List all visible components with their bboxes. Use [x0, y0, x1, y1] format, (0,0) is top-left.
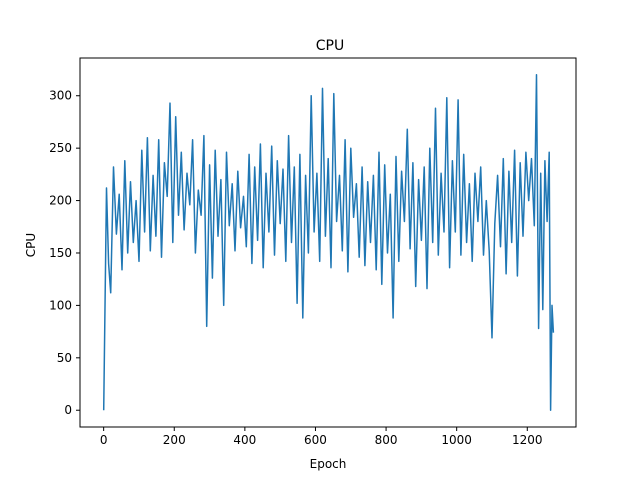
y-tick-label: 300 — [49, 89, 72, 103]
x-tick-label: 600 — [304, 433, 327, 447]
chart-title: CPU — [316, 38, 344, 54]
y-tick-label: 100 — [49, 298, 72, 312]
x-tick-label: 1000 — [441, 433, 472, 447]
x-tick-label: 200 — [163, 433, 186, 447]
y-axis-label: CPU — [24, 233, 38, 257]
x-tick-label: 0 — [100, 433, 108, 447]
series-line-0 — [102, 74, 555, 411]
y-tick-label: 200 — [49, 194, 72, 208]
y-tick-label: 250 — [49, 141, 72, 155]
x-tick-label: 1200 — [512, 433, 543, 447]
y-tick-label: 150 — [49, 246, 72, 260]
plot-frame — [79, 57, 577, 428]
y-tick-label: 50 — [57, 351, 72, 365]
plot-area: 0 200 400 600 800 1000 1200 0 50 100 150 200 250 300 — [49, 57, 577, 447]
x-tick-label: 800 — [375, 433, 398, 447]
x-axis-label: Epoch — [310, 457, 347, 471]
y-tick-label: 0 — [64, 403, 72, 417]
x-tick-label: 400 — [233, 433, 256, 447]
